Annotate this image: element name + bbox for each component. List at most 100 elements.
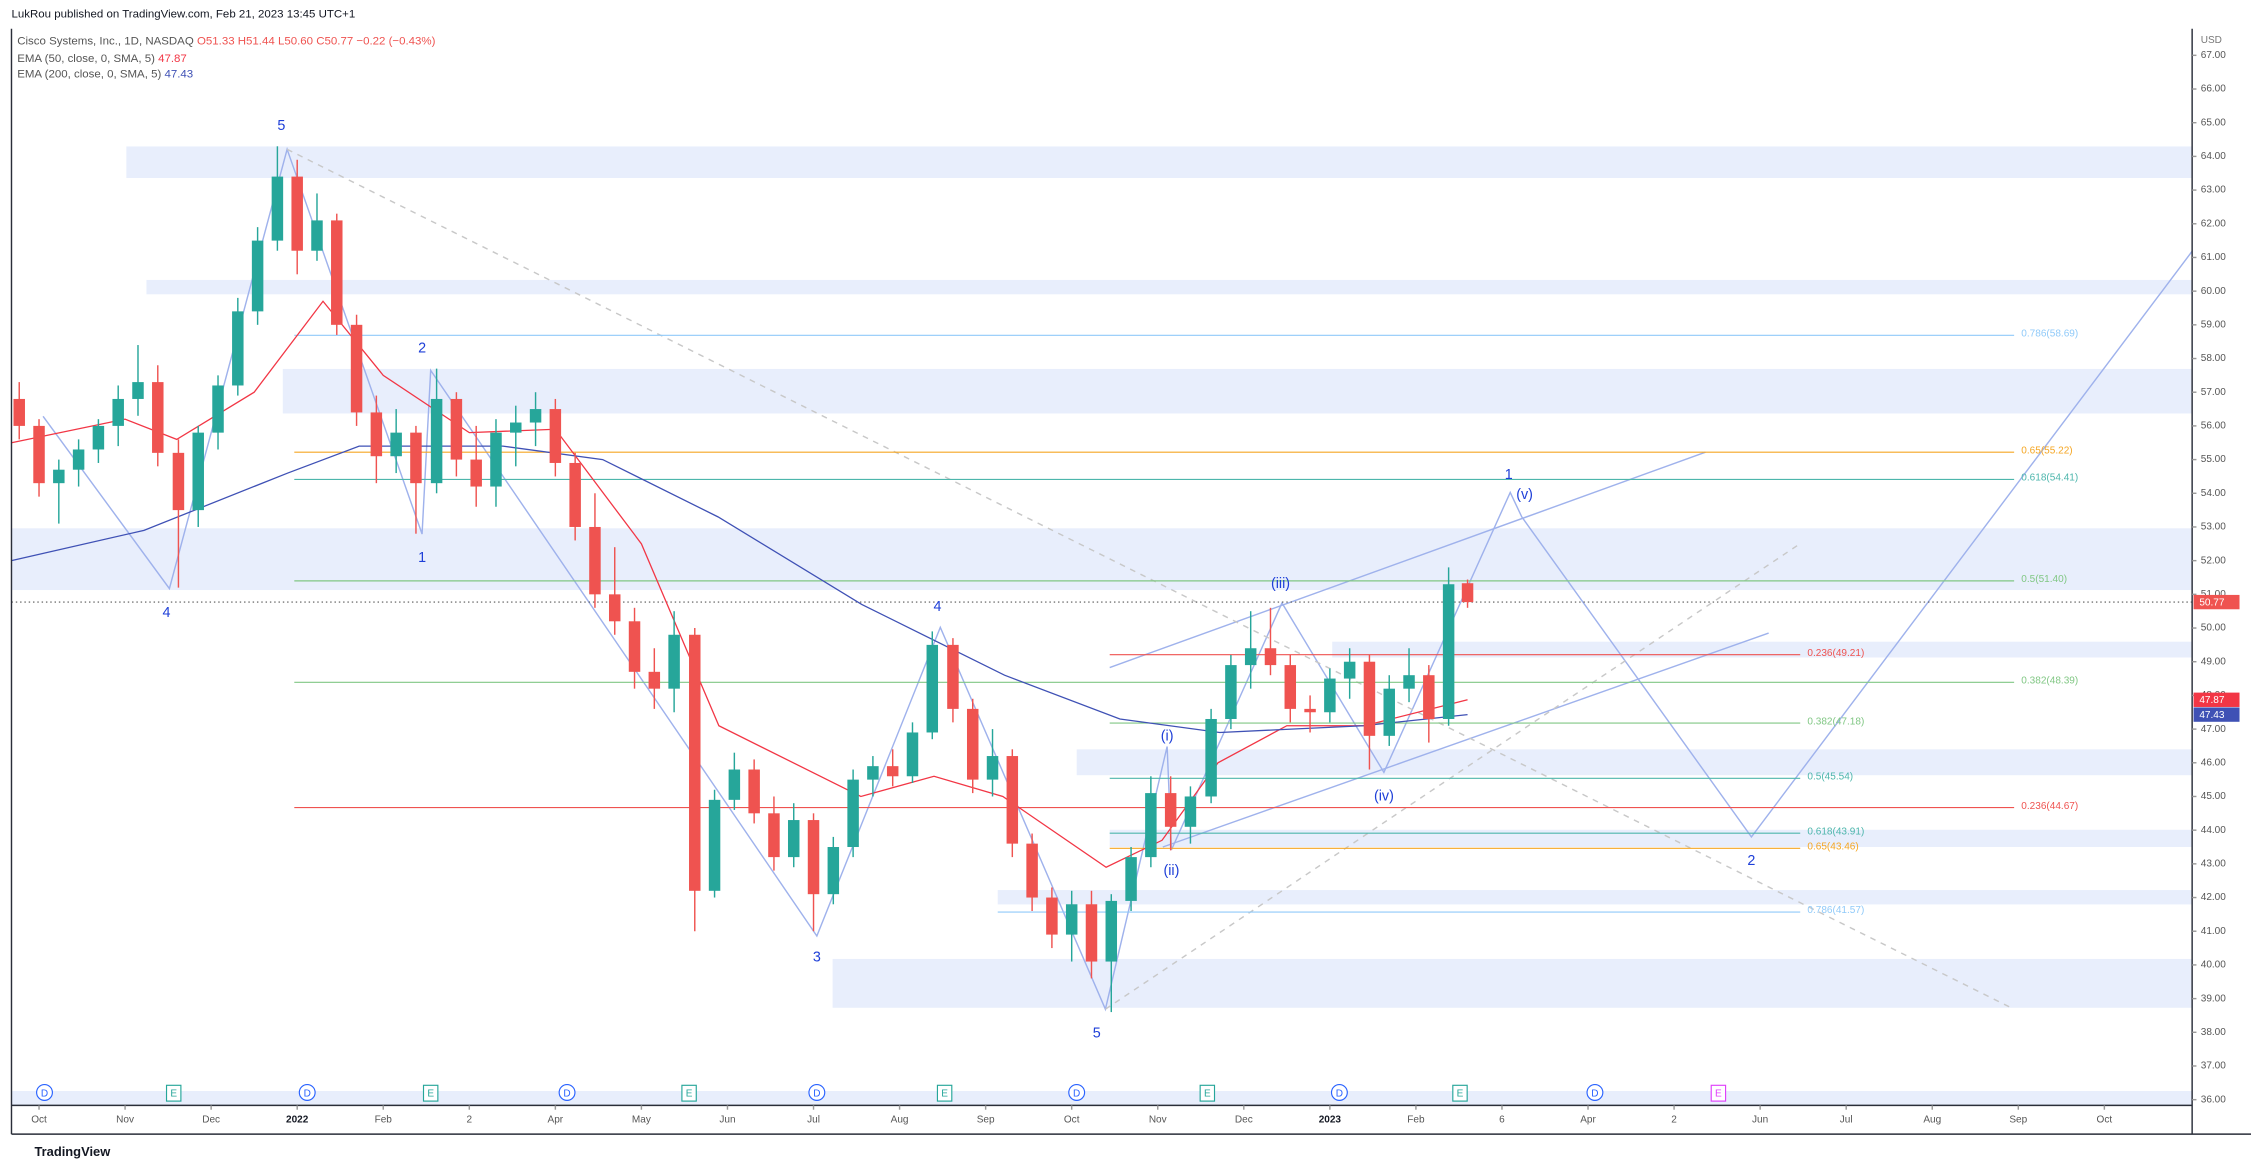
y-tick-label: 52.00 bbox=[2201, 555, 2227, 566]
candle-body bbox=[132, 382, 144, 399]
candle-body bbox=[232, 311, 244, 386]
candle-body bbox=[1164, 793, 1177, 827]
event-icon bbox=[1330, 1084, 1348, 1101]
y-tick-label: 65.00 bbox=[2201, 117, 2227, 128]
price-tag-label: 47.87 bbox=[2199, 695, 2225, 706]
x-tick-label: 2023 bbox=[1319, 1114, 1342, 1125]
candle-body bbox=[370, 412, 383, 457]
zone bbox=[282, 368, 2193, 414]
wave-label: 5 bbox=[1093, 1025, 1101, 1041]
ohlc: L50.60 bbox=[278, 36, 313, 48]
price-tag-label: 50.77 bbox=[2199, 597, 2225, 608]
legend-value: 47.43 bbox=[164, 69, 193, 81]
candle-body bbox=[510, 422, 522, 433]
candle-body bbox=[1085, 904, 1098, 962]
event-label: D bbox=[1591, 1089, 1598, 1100]
candle-body bbox=[271, 176, 284, 241]
event-icon bbox=[165, 1084, 182, 1102]
y-tick-label: 43.00 bbox=[2201, 859, 2227, 870]
wave-label: 5 bbox=[277, 118, 285, 134]
candle-body bbox=[1244, 648, 1257, 666]
y-tick-label: 41.00 bbox=[2201, 926, 2227, 937]
candle-body bbox=[1423, 675, 1435, 719]
x-tick-label: Oct bbox=[1064, 1114, 1080, 1125]
event-label: E bbox=[1715, 1089, 1722, 1100]
fib-label: 0.5(45.54) bbox=[1807, 772, 1853, 783]
candle-body bbox=[390, 432, 402, 457]
candle-body bbox=[13, 398, 25, 426]
candle-body bbox=[689, 634, 701, 891]
y-tick-label: 40.00 bbox=[2201, 960, 2227, 971]
y-tick-label: 64.00 bbox=[2201, 151, 2227, 162]
candle-body bbox=[906, 732, 919, 777]
candle-body bbox=[1442, 584, 1455, 719]
x-tick-label: Dec bbox=[202, 1114, 220, 1125]
fib-label: 0.5(51.40) bbox=[2021, 574, 2067, 585]
legend-value: 47.87 bbox=[158, 53, 187, 65]
channel-line bbox=[1162, 632, 1769, 848]
legend-entry: EMA (50, close, 0, SMA, 5) 47.87 bbox=[17, 53, 187, 65]
candle-body bbox=[807, 820, 820, 895]
candle-body bbox=[867, 766, 879, 780]
candle-body bbox=[1184, 796, 1197, 827]
fib-label: 0.618(43.91) bbox=[1807, 826, 1864, 837]
event-label: D bbox=[1336, 1089, 1343, 1100]
x-tick-label: 2022 bbox=[286, 1114, 309, 1125]
price-tag bbox=[2193, 692, 2240, 707]
event-icon bbox=[422, 1084, 439, 1102]
y-tick-label: 37.00 bbox=[2201, 1061, 2227, 1072]
candle-body bbox=[926, 644, 939, 733]
candle-body bbox=[966, 708, 979, 780]
candle-body bbox=[72, 449, 85, 470]
event-label: E bbox=[1457, 1089, 1464, 1100]
x-tick-label: Feb bbox=[1407, 1114, 1425, 1125]
plot: 0.786(58.69) 0.65(55.22) 0.618(54.41) 0.5(5… bbox=[11, 118, 2193, 1102]
y-tick-label: 60.00 bbox=[2201, 286, 2227, 297]
candle-body bbox=[331, 220, 343, 325]
x-tick-label: Jul bbox=[807, 1114, 820, 1125]
candle-body bbox=[1324, 678, 1336, 713]
x-tick-label: Aug bbox=[891, 1114, 909, 1125]
event-label: D bbox=[304, 1089, 311, 1100]
candle-body bbox=[172, 452, 185, 511]
wave-label: 1 bbox=[1505, 467, 1513, 483]
wave-label: (ii) bbox=[1163, 863, 1179, 879]
y-tick-label: 61.00 bbox=[2201, 252, 2227, 263]
candle-body bbox=[1065, 904, 1078, 935]
candle-body bbox=[986, 756, 999, 780]
candle-body bbox=[1006, 756, 1019, 844]
candle-body bbox=[1046, 897, 1058, 935]
x-tick-label: Oct bbox=[2097, 1114, 2113, 1125]
candle-body bbox=[1343, 661, 1356, 679]
x-tick-label: Oct bbox=[31, 1114, 47, 1125]
y-tick-label: 58.00 bbox=[2201, 353, 2227, 364]
event-icon bbox=[1199, 1084, 1216, 1102]
x-tick-label: Jun bbox=[1752, 1114, 1768, 1125]
wave-label: 3 bbox=[813, 949, 821, 965]
candle-body bbox=[1264, 648, 1277, 666]
fib-label: 0.236(49.21) bbox=[1807, 648, 1864, 659]
candle-body bbox=[251, 240, 264, 312]
candle-body bbox=[628, 621, 641, 672]
y-tick-label: 47.00 bbox=[2201, 724, 2227, 735]
y-tick-label: 53.00 bbox=[2201, 522, 2227, 533]
x-tick-label: May bbox=[632, 1114, 651, 1125]
y-tick-label: 54.00 bbox=[2201, 488, 2227, 499]
candle-body bbox=[648, 671, 661, 689]
candle-body bbox=[529, 409, 542, 423]
ohlc: C50.77 bbox=[316, 36, 353, 48]
footer-logo: TradingView bbox=[34, 1144, 111, 1159]
zone bbox=[997, 890, 2193, 905]
event-icon bbox=[298, 1084, 316, 1101]
candle-body bbox=[668, 634, 680, 689]
ohlc: O51.33 bbox=[197, 36, 235, 48]
candle-body bbox=[1363, 661, 1376, 736]
wave-label: 2 bbox=[1747, 853, 1755, 869]
y-tick-label: 44.00 bbox=[2201, 825, 2227, 836]
candle-body bbox=[847, 779, 859, 848]
event-icon bbox=[558, 1084, 576, 1101]
candle-body bbox=[886, 766, 899, 777]
wave-label: 1 bbox=[418, 550, 426, 566]
candle-body bbox=[291, 176, 303, 251]
